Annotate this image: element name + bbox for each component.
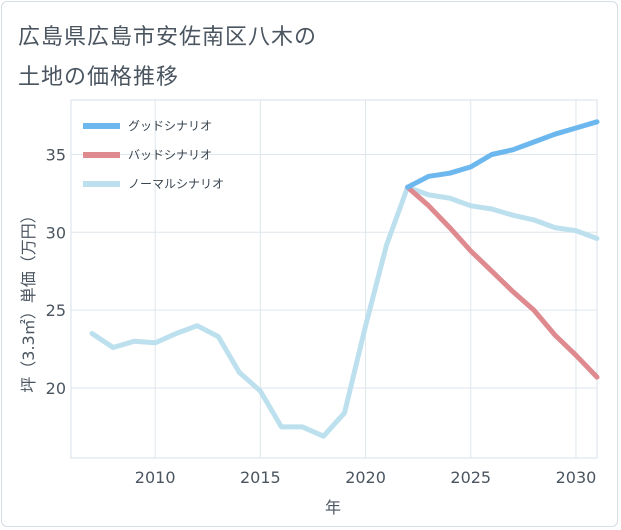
x-tick-label: 2020 <box>345 468 386 487</box>
chart-title-line-2: 土地の価格推移 <box>18 65 180 90</box>
plot-area <box>70 99 598 459</box>
y-tick-label: 20 <box>46 379 66 398</box>
normal-scenario-line <box>89 184 600 439</box>
x-tick-label: 2025 <box>450 468 491 487</box>
y-tick-label: 25 <box>46 301 66 320</box>
grid-lines <box>71 100 597 458</box>
y-tick-label: 30 <box>46 223 66 242</box>
y-tick-label: 35 <box>46 145 66 164</box>
legend-normal-scenario-label: ノーマルシナリオ <box>128 177 224 191</box>
x-tick-label: 2010 <box>135 468 176 487</box>
legend-bad-scenario-label: バッドシナリオ <box>128 148 212 162</box>
bad-scenario-line <box>405 184 600 380</box>
series-lines <box>89 119 600 439</box>
good-scenario-line <box>405 119 600 190</box>
x-tick-label: 2015 <box>240 468 281 487</box>
chart-title-line-1: 広島県広島市安佐南区八木の <box>18 25 318 50</box>
legend-good-scenario-label: グッドシナリオ <box>128 119 212 133</box>
plot-frame <box>70 99 598 459</box>
x-axis-title: 年 <box>325 498 341 517</box>
y-axis-title: 坪（3.3㎡）単価（万円） <box>19 207 38 392</box>
x-tick-label: 2030 <box>556 468 597 487</box>
